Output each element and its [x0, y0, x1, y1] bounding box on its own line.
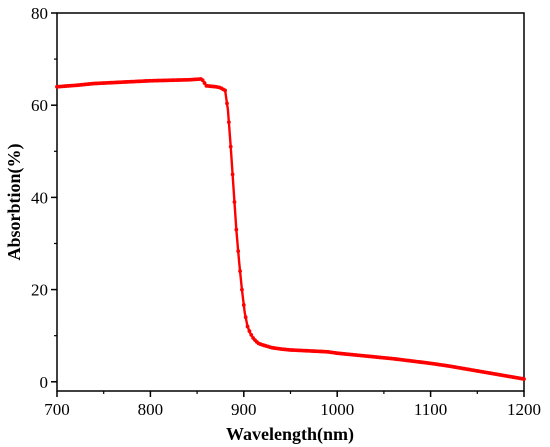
data-point — [228, 144, 233, 149]
data-point — [202, 81, 207, 85]
plot-frame — [56, 12, 525, 392]
series-line — [56, 77, 525, 381]
x-tick-label: 1000 — [320, 400, 354, 419]
data-point — [241, 303, 246, 307]
data-point — [223, 88, 228, 93]
y-tick-label: 20 — [31, 281, 48, 300]
x-tick-label: 900 — [231, 400, 257, 419]
x-axis-title: Wavelength(nm) — [226, 424, 354, 445]
x-tick-label: 1100 — [414, 400, 447, 419]
series-layer — [55, 77, 526, 381]
data-point — [522, 377, 526, 381]
data-point — [234, 227, 239, 232]
data-point — [226, 120, 231, 124]
y-axis-title: Absorbtion(%) — [4, 143, 25, 260]
y-axis-ticks: 0 20 40 60 80 — [31, 4, 57, 392]
data-point — [236, 249, 241, 254]
data-point — [232, 200, 237, 204]
data-point — [230, 172, 235, 177]
y-tick-label: 0 — [40, 373, 49, 392]
data-point — [247, 329, 252, 333]
x-tick-label: 1200 — [507, 400, 541, 419]
data-point — [245, 324, 250, 329]
x-tick-label: 700 — [44, 400, 70, 419]
data-point — [249, 333, 254, 337]
y-tick-label: 60 — [31, 96, 48, 115]
y-tick-label: 80 — [31, 4, 48, 23]
data-point — [238, 269, 242, 274]
data-point — [243, 315, 248, 320]
data-point — [225, 101, 229, 106]
x-axis-ticks: 700 800 900 1000 1100 1200 — [44, 391, 541, 419]
data-point — [240, 287, 244, 292]
x-tick-label: 800 — [138, 400, 164, 419]
data-point — [200, 78, 205, 83]
y-tick-label: 40 — [31, 188, 48, 207]
